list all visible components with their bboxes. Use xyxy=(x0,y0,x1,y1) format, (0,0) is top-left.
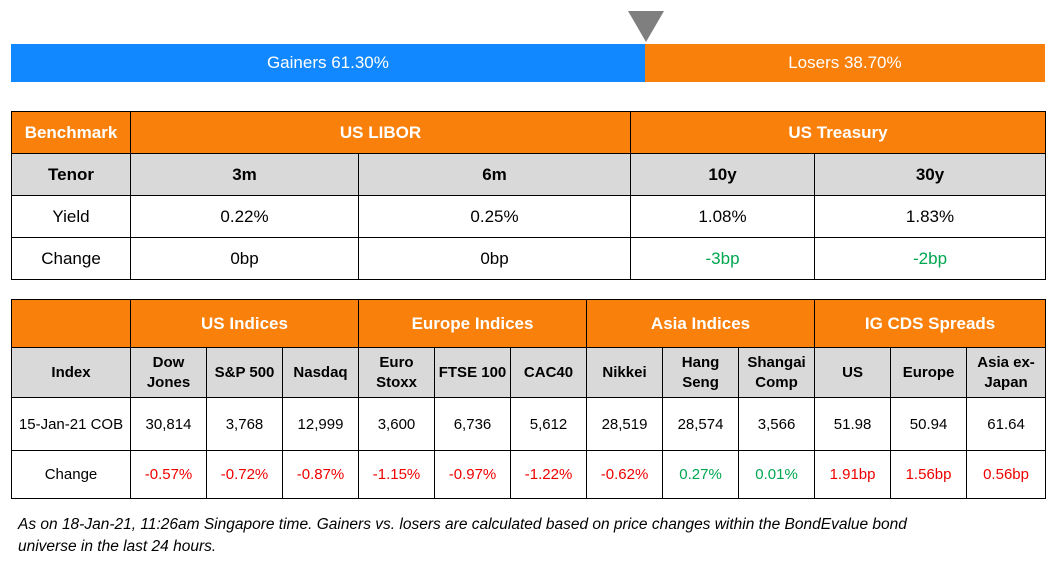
us-indices-header: US Indices xyxy=(130,299,359,348)
asia-indices-header: Asia Indices xyxy=(586,299,816,348)
index-name-line: Europe xyxy=(902,363,955,381)
index-value-cell: 3,566 xyxy=(738,397,816,451)
rates-header-row: Benchmark US LIBOR US Treasury xyxy=(11,111,1047,154)
date-label: 15-Jan-21 COB xyxy=(11,397,131,451)
index-change-row: Change -0.57% -0.72% -0.87% -1.15% -0.97% -1.… xyxy=(11,450,1047,499)
index-values-row: 15-Jan-21 COB 30,814 3,768 12,999 3,600 6,73… xyxy=(11,397,1047,451)
index-value-cell: 3,600 xyxy=(358,397,435,451)
gainers-label: Gainers 61.30% xyxy=(266,53,389,72)
index-name-line: Euro xyxy=(379,353,414,371)
index-change-cell: -0.87% xyxy=(282,450,359,499)
index-name-cell: Nikkei xyxy=(586,347,664,398)
change-cell: -2bp xyxy=(814,237,1047,280)
index-name-line: Comp xyxy=(755,373,798,391)
index-value-cell: 30,814 xyxy=(130,397,207,451)
index-name-cell: Europe xyxy=(890,347,968,398)
tenor-row: Tenor 3m 6m 10y 30y xyxy=(11,153,1047,196)
tenor-cell: 6m xyxy=(357,153,632,196)
index-value-cell: 3,768 xyxy=(206,397,283,451)
index-change-cell: 1.91bp xyxy=(814,450,892,499)
index-name-cell: FTSE 100 xyxy=(434,347,511,398)
tenor-cell: 30y xyxy=(814,153,1047,196)
gainers-segment: Gainers 61.30% xyxy=(11,44,645,82)
gainers-losers-bar: Gainers 61.30% Losers 38.70% xyxy=(11,44,1045,82)
tenor-cell: 10y xyxy=(630,153,816,196)
change-label: Change xyxy=(11,237,131,280)
index-label: Index xyxy=(11,347,131,398)
index-change-cell: 1.56bp xyxy=(890,450,968,499)
index-name-line: Nikkei xyxy=(602,363,647,381)
index-name-line: Stoxx xyxy=(376,373,417,391)
index-name-cell: Asia ex- Japan xyxy=(966,347,1047,398)
index-value-cell: 51.98 xyxy=(814,397,892,451)
footnote: As on 18-Jan-21, 11:26am Singapore time.… xyxy=(18,514,1048,558)
index-name-cell: S&P 500 xyxy=(206,347,283,398)
index-name-line: Hang xyxy=(681,353,720,371)
index-value-cell: 5,612 xyxy=(509,397,588,451)
losers-label: Losers 38.70% xyxy=(788,53,902,72)
footnote-line: As on 18-Jan-21, 11:26am Singapore time.… xyxy=(18,516,907,533)
us-treasury-header: US Treasury xyxy=(630,111,1047,154)
rates-table: Benchmark US LIBOR US Treasury Tenor 3m … xyxy=(11,111,1047,280)
index-change-cell: -0.62% xyxy=(586,450,664,499)
index-name-line: Jones xyxy=(146,373,191,391)
us-libor-header: US LIBOR xyxy=(129,111,632,154)
tenor-label: Tenor xyxy=(11,153,131,196)
index-value-cell: 28,519 xyxy=(586,397,664,451)
index-name-cell: Dow Jones xyxy=(130,347,207,398)
index-names-row: Index Dow Jones S&P 500 Nasdaq Euro Stoxx FTSE… xyxy=(11,347,1047,398)
index-name-line: Nasdaq xyxy=(293,363,348,381)
benchmark-header: Benchmark xyxy=(11,111,131,154)
europe-indices-header: Europe Indices xyxy=(357,299,588,348)
index-name-cell: Hang Seng xyxy=(662,347,740,398)
index-value-cell: 61.64 xyxy=(966,397,1047,451)
index-name-line: CAC40 xyxy=(523,363,574,381)
index-name-line: Asia ex- xyxy=(977,353,1035,371)
index-name-cell: Euro Stoxx xyxy=(358,347,435,398)
change-cell: -3bp xyxy=(630,237,816,280)
index-name-cell: CAC40 xyxy=(509,347,588,398)
index-change-cell: -0.57% xyxy=(130,450,207,499)
index-name-line: S&P 500 xyxy=(214,363,275,381)
index-change-cell: -0.97% xyxy=(434,450,511,499)
index-change-cell: -0.72% xyxy=(206,450,283,499)
index-value-cell: 28,574 xyxy=(662,397,740,451)
index-change-cell: 0.01% xyxy=(738,450,816,499)
index-name-line: Dow xyxy=(152,353,185,371)
index-change-cell: -1.15% xyxy=(358,450,435,499)
change-cell: 0bp xyxy=(357,237,632,280)
index-change-cell: -1.22% xyxy=(509,450,588,499)
losers-segment: Losers 38.70% xyxy=(644,44,1045,82)
index-change-cell: 0.27% xyxy=(662,450,740,499)
index-name-cell: Nasdaq xyxy=(282,347,359,398)
yield-cell: 1.08% xyxy=(630,195,816,238)
index-value-cell: 12,999 xyxy=(282,397,359,451)
index-name-line: FTSE 100 xyxy=(438,363,507,381)
index-value-cell: 6,736 xyxy=(434,397,511,451)
index-name-line: US xyxy=(842,363,863,381)
index-name-line: Japan xyxy=(984,373,1028,391)
index-name-line: Shangai xyxy=(747,353,806,371)
indices-table: US Indices Europe Indices Asia Indices I… xyxy=(11,299,1047,499)
rates-change-row: Change 0bp 0bp -3bp -2bp xyxy=(11,237,1047,280)
change-label: Change xyxy=(11,450,131,499)
yield-row: Yield 0.22% 0.25% 1.08% 1.83% xyxy=(11,195,1047,238)
yield-cell: 1.83% xyxy=(814,195,1047,238)
ig-cds-spreads-header: IG CDS Spreads xyxy=(814,299,1047,348)
yield-label: Yield xyxy=(11,195,131,238)
blank-header-cell xyxy=(11,299,131,348)
index-name-cell: US xyxy=(814,347,892,398)
yield-cell: 0.22% xyxy=(130,195,359,238)
index-value-cell: 50.94 xyxy=(890,397,968,451)
index-name-line: Seng xyxy=(682,373,719,391)
yield-cell: 0.25% xyxy=(357,195,632,238)
index-change-cell: 0.56bp xyxy=(966,450,1047,499)
index-name-cell: Shangai Comp xyxy=(738,347,816,398)
gainers-losers-marker-icon xyxy=(628,11,664,42)
change-cell: 0bp xyxy=(130,237,359,280)
indices-header-row: US Indices Europe Indices Asia Indices I… xyxy=(11,299,1047,348)
footnote-line: universe in the last 24 hours. xyxy=(18,538,217,555)
tenor-cell: 3m xyxy=(130,153,359,196)
